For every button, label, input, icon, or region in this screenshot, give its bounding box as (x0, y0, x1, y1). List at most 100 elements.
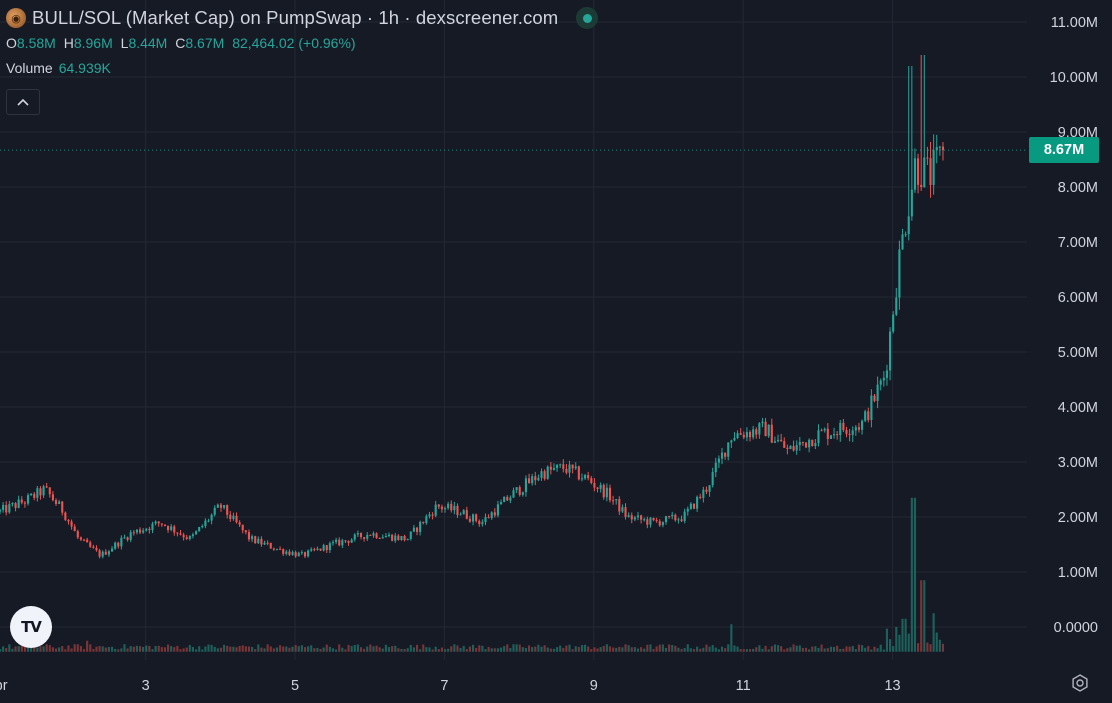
volume-bar (509, 647, 512, 652)
volume-bar (907, 633, 910, 652)
volume-bar (0, 649, 2, 652)
candle-body (170, 526, 173, 531)
candle-body (640, 515, 643, 520)
volume-bar (98, 645, 101, 652)
volume-bar (229, 646, 232, 652)
bull-token-icon: ◉ (6, 8, 26, 28)
y-tick-label: 3.00M (1058, 455, 1098, 471)
volume-bar (344, 649, 347, 652)
volume-bar (624, 644, 627, 652)
volume-bar (758, 645, 761, 652)
volume-bar (571, 649, 574, 652)
candle-body (132, 532, 135, 534)
candle-body (5, 504, 8, 513)
volume-bar (462, 645, 465, 652)
volume-bar (30, 647, 33, 652)
candle-body (251, 536, 254, 540)
tradingview-logo-icon[interactable]: TV (10, 606, 52, 648)
candle-body (898, 249, 901, 298)
candle-body (901, 234, 904, 250)
candle-body (885, 370, 889, 378)
candle-body (755, 429, 758, 435)
volume-bar (319, 648, 322, 652)
volume-bar (643, 648, 646, 652)
candle-body (191, 534, 195, 537)
close-value: 8.67M (185, 35, 225, 51)
volume-bar (350, 646, 353, 652)
candle-body (387, 534, 391, 537)
volume-bar (674, 645, 677, 652)
candle-body (269, 542, 272, 549)
volume-bar (904, 618, 907, 652)
volume-bar (282, 646, 285, 652)
volume-bar (148, 645, 151, 652)
volume-bar (82, 649, 86, 652)
candle-body (114, 542, 117, 549)
volume-bar (590, 649, 593, 652)
volume-bar (720, 646, 724, 652)
candle-body (229, 514, 232, 520)
live-status-dot-icon[interactable] (576, 7, 599, 29)
candle-body (453, 505, 456, 511)
volume-bar (739, 649, 742, 652)
volume-bar (95, 646, 98, 652)
chart-legend: ◉ BULL/SOL (Market Cap) on PumpSwap · 1h… (6, 6, 599, 78)
volume-bar (176, 645, 179, 652)
volume-bar (269, 646, 272, 652)
volume-bar (920, 580, 923, 652)
volume-bar (86, 640, 89, 652)
candle-body (95, 547, 98, 551)
volume-bar (359, 647, 363, 652)
volume-bar (917, 643, 920, 652)
volume-bar (534, 646, 537, 652)
settings-gear-icon[interactable] (1069, 672, 1091, 694)
candle-body (462, 510, 465, 515)
y-tick-label: 9.00M (1058, 125, 1098, 141)
volume-bar (70, 648, 73, 652)
volume-bar (767, 649, 770, 652)
candle-body (378, 538, 381, 540)
candle-body (235, 515, 238, 523)
volume-bar (689, 648, 692, 652)
candle-body (910, 189, 913, 217)
volume-bar (219, 647, 223, 652)
volume-bar (356, 644, 359, 652)
candle-body (51, 494, 54, 501)
candle-body (478, 520, 481, 525)
volume-bar (929, 644, 932, 652)
volume-bar (232, 646, 235, 652)
volume-label: Volume (6, 60, 53, 76)
volume-bar (179, 649, 182, 652)
candle-body (45, 486, 48, 488)
volume-bar (33, 647, 36, 652)
candle-body (836, 434, 839, 436)
volume-bar (786, 648, 789, 652)
volume-bar (468, 646, 471, 652)
y-tick-label: 10.00M (1050, 70, 1098, 86)
candle-body (556, 464, 559, 469)
candle-body (528, 478, 531, 484)
candle-body (372, 533, 375, 536)
volume-bar (857, 644, 861, 652)
candle-body (593, 482, 596, 488)
volume-bar (138, 646, 142, 652)
candle-body (307, 550, 310, 557)
volume-bar (515, 644, 518, 652)
candle-body (297, 552, 300, 557)
volume-bar (459, 647, 462, 652)
volume-bar (733, 645, 736, 652)
volume-bar (568, 644, 571, 652)
volume-bar (331, 648, 335, 652)
candle-body (107, 551, 110, 555)
volume-bar (817, 647, 820, 652)
candle-body (26, 495, 30, 504)
candle-body (496, 504, 499, 516)
candle-body (356, 533, 359, 535)
candle-body (633, 517, 636, 520)
collapse-legend-button[interactable] (6, 89, 40, 115)
candle-body (702, 489, 705, 498)
volume-bar (889, 639, 892, 652)
candle-body (820, 430, 823, 432)
